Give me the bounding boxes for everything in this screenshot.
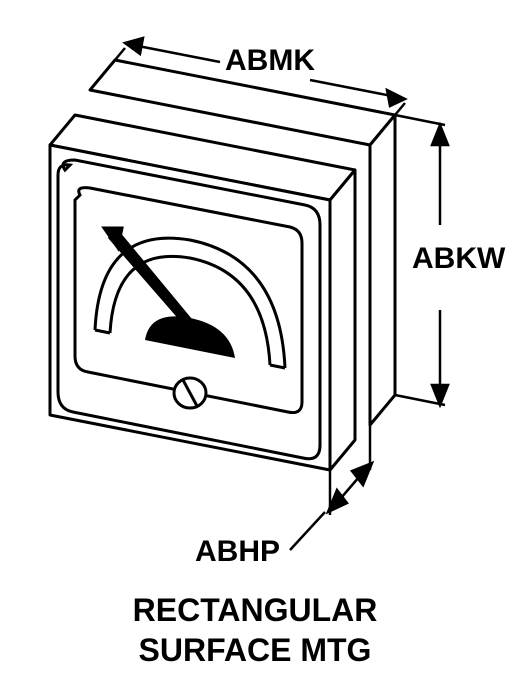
label-abkw: ABKW: [412, 242, 505, 276]
diagram-container: ABMK ABKW ABHP RECTANGULAR SURFACE MTG: [0, 0, 510, 693]
meter-illustration: [0, 0, 510, 693]
label-abmk: ABMK: [225, 44, 315, 78]
adjust-screw: [174, 378, 206, 408]
label-abhp: ABHP: [195, 535, 280, 569]
caption-line2: SURFACE MTG: [0, 632, 510, 669]
caption-line1: RECTANGULAR: [0, 592, 510, 629]
